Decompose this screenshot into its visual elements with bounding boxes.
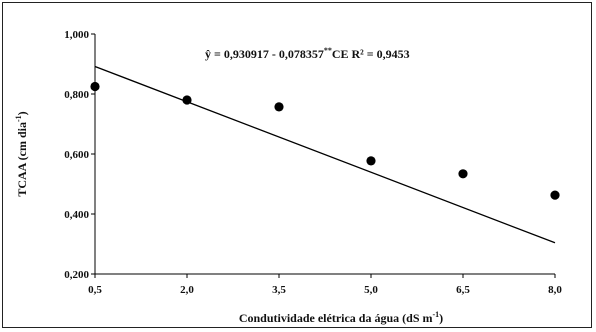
x-tick-label: 8,0 [548, 284, 562, 296]
trendline [94, 65, 556, 244]
y-tick-label: 0,800 [64, 89, 89, 101]
data-point [274, 102, 284, 112]
y-tick-label: 1,000 [64, 29, 89, 41]
regression-equation: ŷ = 0,930917 - 0,078357**CE R² = 0,9453 [205, 46, 410, 61]
data-point [366, 156, 376, 166]
data-point [458, 169, 468, 179]
x-tick-label: 6,5 [456, 284, 470, 296]
y-tick-label: 0,400 [64, 209, 89, 221]
data-point [90, 81, 100, 92]
x-axis-title: Condutividade elétrica da água (dS m-1) [239, 310, 443, 325]
x-tick-label: 3,5 [272, 284, 286, 296]
data-point [182, 95, 192, 105]
data-point [550, 190, 560, 200]
x-tick-label: 5,0 [364, 284, 378, 296]
ticks: 0,200 0,400 0,600 0,800 1,000 0,5 2,0 3,5 5,0 6,5… [64, 29, 562, 296]
trendline-group [94, 65, 556, 244]
x-tick-label: 0,5 [88, 284, 102, 296]
data-points [90, 81, 560, 200]
y-tick-label: 0,200 [64, 269, 89, 281]
y-axis-title: TCAA (cm dia-1) [14, 111, 29, 196]
y-tick-label: 0,600 [64, 149, 89, 161]
x-tick-label: 2,0 [180, 284, 194, 296]
